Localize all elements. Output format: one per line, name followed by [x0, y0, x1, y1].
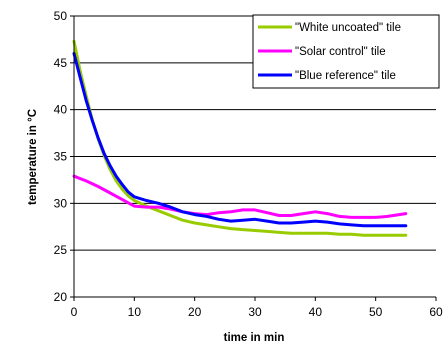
series-layer: [72, 39, 408, 237]
x-tick-label: 20: [188, 305, 202, 319]
legend-label-solar-control: "Solar control" tile: [295, 46, 386, 58]
y-tick-label: 35: [54, 150, 68, 164]
y-tick-label: 20: [54, 290, 68, 304]
y-tick-label: 25: [54, 243, 68, 257]
x-tick-label: 60: [429, 305, 443, 319]
tick-layer: 20 25 30 35 40 45 50 0 10 20 30 40 50 60: [54, 9, 443, 319]
x-tick-label: 0: [71, 305, 78, 319]
y-tick-label: 45: [54, 56, 68, 70]
series-line-blue-reference: [72, 52, 408, 228]
series-line-solar-control: [72, 174, 408, 219]
y-tick-label: 30: [54, 196, 68, 210]
x-tick-label: 10: [128, 305, 142, 319]
y-tick-label: 40: [54, 103, 68, 117]
legend-label-white-uncoated: "White uncoated" tile: [295, 22, 401, 34]
y-axis-title: temperature in °C: [27, 109, 39, 205]
x-tick-label: 30: [248, 305, 262, 319]
legend-label-blue-reference: "Blue reference" tile: [295, 70, 396, 82]
x-axis-title: time in min: [224, 332, 285, 344]
x-tick-label: 50: [369, 305, 383, 319]
y-tick-label: 50: [54, 9, 68, 23]
x-tick-label: 40: [309, 305, 323, 319]
legend: "White uncoated" tile "Solar control" ti…: [252, 14, 440, 89]
